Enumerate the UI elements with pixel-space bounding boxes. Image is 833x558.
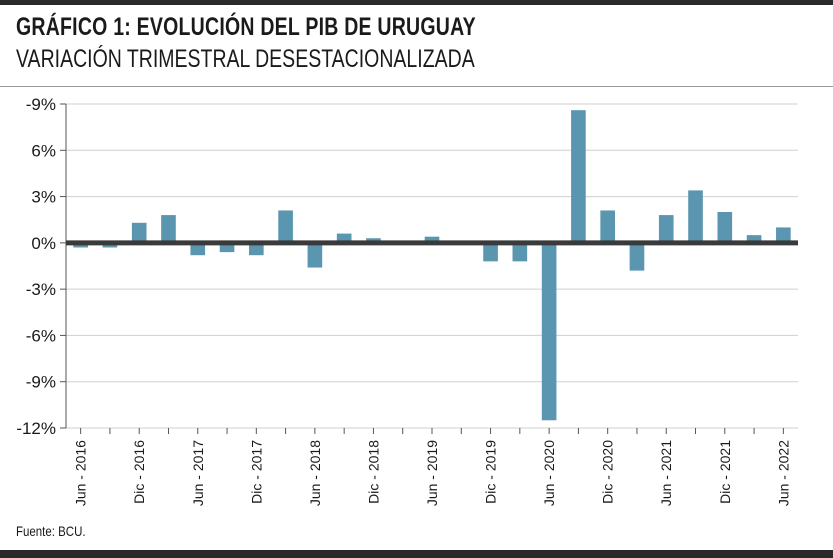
- bottom-border: [0, 550, 833, 558]
- source-note: Fuente: BCU.: [16, 523, 86, 539]
- bar: [571, 110, 586, 243]
- bar: [776, 227, 791, 243]
- x-tick-label: Jun - 2020: [541, 440, 557, 506]
- x-axis-ticks: Jun - 2016 Dic - 2016 Jun - 2017 Dic - 2017…: [73, 428, 791, 506]
- bar: [278, 210, 293, 243]
- y-tick-label: 0%: [31, 234, 56, 253]
- x-tick-label: Jun - 2018: [307, 440, 323, 506]
- x-tick-label: Jun - 2022: [775, 440, 791, 506]
- bar: [307, 242, 323, 268]
- bar: [512, 242, 528, 262]
- x-tick-label: Dic - 2021: [717, 440, 733, 504]
- y-tick-label: -3%: [26, 280, 56, 299]
- x-tick-label: Dic - 2020: [600, 440, 616, 504]
- bar: [688, 190, 703, 243]
- bar: [629, 242, 645, 271]
- bar: [131, 222, 147, 243]
- x-tick-label: Dic - 2018: [365, 440, 381, 504]
- x-tick-label: Dic - 2017: [248, 440, 264, 504]
- bars: [73, 110, 791, 421]
- chart-title: GRÁFICO 1: EVOLUCIÓN DEL PIB DE URUGUAY: [16, 13, 476, 41]
- x-tick-label: Jun - 2016: [73, 440, 89, 506]
- bar: [483, 242, 498, 262]
- top-border: [0, 0, 833, 5]
- y-tick-label: 3%: [31, 188, 56, 207]
- header-divider: [0, 86, 833, 87]
- bar: [249, 242, 264, 256]
- bar: [746, 235, 762, 243]
- y-tick-label: -9%: [26, 373, 56, 392]
- grid-lines: [66, 103, 798, 429]
- bar: [219, 242, 235, 253]
- x-tick-label: Dic - 2019: [483, 440, 499, 504]
- bar: [161, 215, 176, 243]
- bar: [717, 212, 733, 243]
- chart-subtitle: VARIACIÓN TRIMESTRAL DESESTACIONALIZADA: [16, 45, 475, 73]
- y-tick-label: 6%: [31, 141, 56, 160]
- bar: [600, 210, 615, 243]
- bar: [541, 242, 557, 421]
- x-tick-label: Jun - 2017: [190, 440, 206, 506]
- y-axis-ticks: -9% 6% 3% 0% -3% -6% -9% -12%: [16, 95, 67, 438]
- x-tick-label: Dic - 2016: [131, 440, 147, 504]
- y-tick-label: -12%: [16, 419, 56, 438]
- x-tick-label: Jun - 2021: [658, 440, 674, 506]
- bar: [658, 215, 674, 243]
- bar: [424, 236, 440, 243]
- x-tick-label: Jun - 2019: [424, 440, 440, 506]
- y-tick-label: -6%: [26, 326, 56, 345]
- bar: [336, 233, 352, 243]
- bar: [190, 242, 206, 256]
- y-tick-label: -9%: [26, 95, 56, 114]
